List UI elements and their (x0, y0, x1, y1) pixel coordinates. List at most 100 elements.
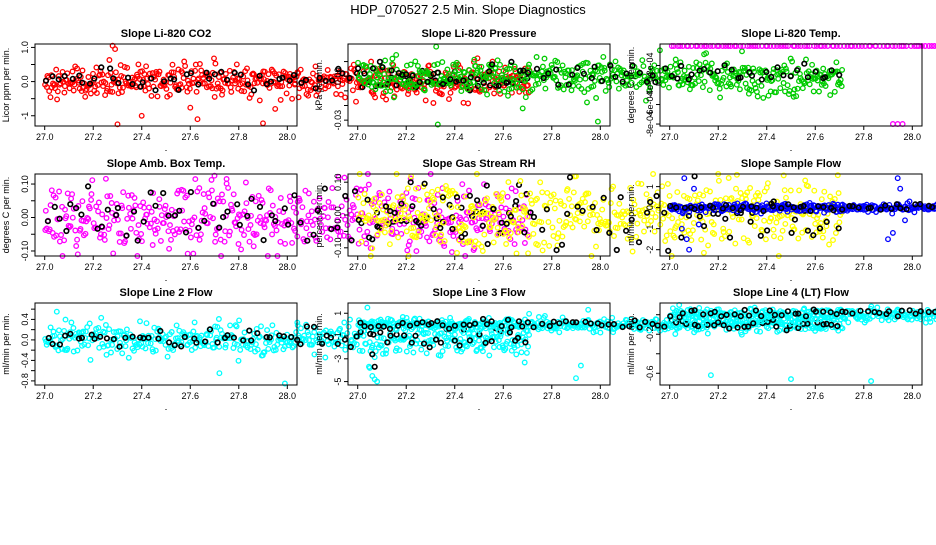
data-point (166, 229, 171, 234)
highlight-point (523, 340, 528, 345)
highlight-point (286, 222, 291, 227)
highlight-point (715, 69, 720, 74)
highlight-point (434, 337, 439, 342)
data-point (840, 68, 845, 73)
data-point (236, 242, 241, 247)
data-point (578, 77, 583, 82)
data-point (601, 55, 606, 60)
x-tick-label: 27.2 (397, 391, 415, 401)
y-tick-label: -0.10 (20, 241, 30, 262)
data-point (120, 351, 125, 356)
data-point (574, 376, 579, 381)
data-point (367, 182, 372, 187)
panel-title: Slope Li-820 CO2 (121, 28, 211, 40)
highlight-point (64, 229, 69, 234)
data-point (531, 232, 536, 237)
y-axis-label: percent per min. (314, 182, 324, 247)
data-point (270, 323, 275, 328)
data-point (525, 351, 530, 356)
data-point (139, 232, 144, 237)
data-point (512, 242, 517, 247)
highlight-point (545, 207, 550, 212)
data-point (244, 180, 249, 185)
y-tick-label: 0.0 (20, 334, 30, 347)
data-point (395, 195, 400, 200)
data-point (266, 347, 271, 352)
data-point (80, 68, 85, 73)
data-point (228, 85, 233, 90)
data-point (193, 177, 198, 182)
data-point (513, 189, 518, 194)
data-point (567, 197, 572, 202)
highlight-point (50, 74, 55, 79)
data-point (57, 328, 62, 333)
data-point (354, 99, 359, 104)
data-point (557, 219, 562, 224)
data-point (299, 326, 304, 331)
x-tick-label: 28.0 (279, 132, 297, 142)
highlight-point (509, 60, 514, 65)
data-point (62, 329, 67, 334)
data-point (526, 251, 531, 256)
highlight-point (273, 219, 278, 224)
x-tick-label: 28.0 (904, 132, 922, 142)
data-point (167, 247, 172, 252)
data-point (351, 88, 356, 93)
highlight-point (394, 332, 399, 337)
panel-title: Slope Amb. Box Temp. (107, 158, 226, 170)
data-point (689, 238, 694, 243)
data-point (817, 89, 822, 94)
data-point (89, 198, 94, 203)
highlight-point (615, 248, 620, 253)
data-point (59, 233, 64, 238)
y-tick-label: -0.8 (20, 373, 30, 389)
data-point (150, 243, 155, 248)
y-tick-label: 0.00 (333, 67, 343, 85)
data-point (149, 210, 154, 215)
data-point (778, 86, 783, 91)
data-point (88, 358, 93, 363)
data-point (326, 215, 331, 220)
highlight-point (153, 88, 158, 93)
data-point (127, 206, 132, 211)
data-point (778, 236, 783, 241)
data-point (447, 97, 452, 102)
highlight-point (588, 321, 593, 326)
data-point (570, 204, 575, 209)
highlight-point (261, 238, 266, 243)
data-point (548, 200, 553, 205)
data-point (540, 69, 545, 74)
data-point (766, 181, 771, 186)
data-point (586, 308, 591, 313)
data-point (97, 200, 102, 205)
highlight-point (167, 340, 172, 345)
data-point (342, 320, 347, 325)
data-point (195, 117, 200, 122)
points (43, 43, 532, 126)
data-point (617, 202, 622, 207)
highlight-point (455, 195, 460, 200)
data-point (546, 220, 551, 225)
y-tick-label: -2 (645, 246, 655, 254)
data-point (667, 194, 672, 199)
data-point (522, 360, 527, 365)
data-point (682, 68, 687, 73)
data-point (833, 90, 838, 95)
highlight-point (824, 322, 829, 327)
highlight-point (637, 240, 642, 245)
data-point (201, 192, 206, 197)
data-point (780, 229, 785, 234)
y-axis-label: ml/min per min. (1, 313, 11, 375)
highlight-point (824, 220, 829, 225)
data-point (109, 350, 114, 355)
highlight-point (750, 73, 755, 78)
data-point (796, 236, 801, 241)
data-point (307, 191, 312, 196)
highlight-point (173, 213, 178, 218)
data-point (104, 177, 109, 182)
data-point (191, 329, 196, 334)
data-point (141, 200, 146, 205)
highlight-point (475, 198, 480, 203)
highlight-point (63, 333, 68, 338)
data-point (701, 85, 706, 90)
